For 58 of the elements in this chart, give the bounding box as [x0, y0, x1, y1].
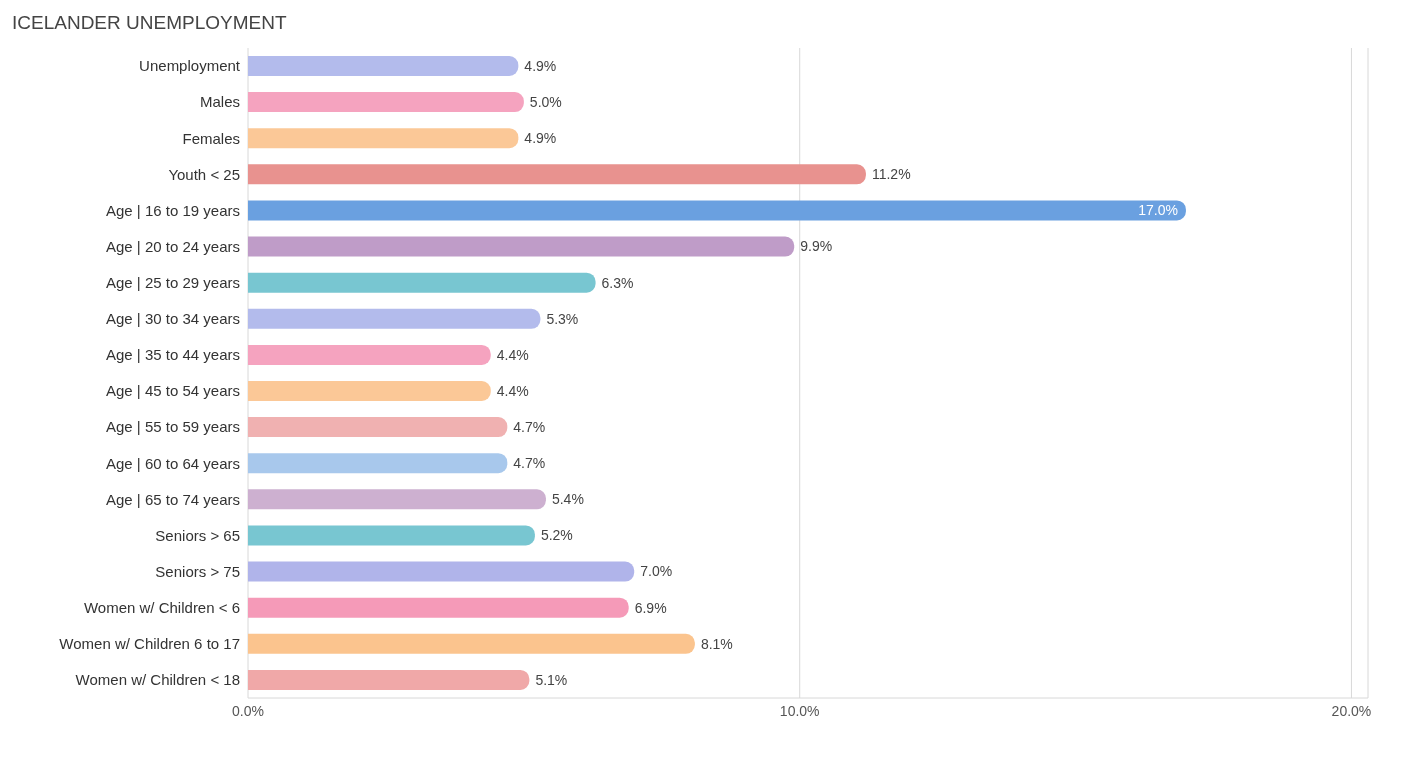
y-tick-label: Age | 60 to 64 years	[106, 454, 240, 472]
data-label: 5.2%	[540, 527, 573, 544]
y-tick-label: Age | 55 to 59 years	[106, 418, 240, 436]
data-label: 5.1%	[535, 671, 568, 688]
bar	[248, 417, 508, 438]
data-label: 5.3%	[546, 310, 579, 327]
data-label: 4.7%	[513, 455, 546, 472]
data-label: 4.7%	[513, 419, 546, 436]
y-tick-label: Age | 45 to 54 years	[106, 382, 240, 400]
y-tick-label: Seniors > 75	[155, 562, 240, 580]
y-tick-label: Women w/ Children 6 to 17	[59, 635, 240, 653]
bar	[248, 128, 519, 149]
bar	[248, 92, 524, 113]
bar	[248, 525, 535, 546]
y-tick-label: Age | 25 to 29 years	[106, 274, 240, 292]
bar	[248, 381, 491, 401]
bar	[248, 164, 866, 185]
y-tick-label: Youth < 25	[168, 165, 240, 183]
bar	[248, 669, 530, 690]
bar	[248, 272, 596, 293]
bar	[248, 56, 519, 76]
chart-title: ICELANDER UNEMPLOYMENT	[12, 12, 288, 34]
bar	[248, 344, 491, 365]
data-label: 17.0%	[1138, 202, 1178, 219]
data-label: 6.9%	[634, 599, 667, 616]
data-label: 5.0%	[529, 94, 562, 111]
bar	[248, 453, 508, 474]
y-tick-label: Males	[199, 93, 240, 111]
y-tick-label: Age | 16 to 19 years	[106, 201, 240, 219]
y-tick-label: Women w/ Children < 6	[83, 599, 240, 617]
data-label: 9.9%	[800, 238, 833, 255]
data-label: 4.4%	[496, 382, 529, 399]
y-tick-label: Women w/ Children < 18	[75, 671, 240, 689]
bar	[248, 633, 695, 654]
y-tick-label: Age | 65 to 74 years	[106, 490, 240, 508]
data-label: 4.9%	[524, 130, 557, 147]
bar	[248, 236, 795, 257]
y-tick-label: Age | 20 to 24 years	[106, 237, 240, 255]
bar	[248, 200, 1186, 221]
y-tick-label: Age | 30 to 34 years	[106, 310, 240, 328]
bar	[248, 561, 635, 582]
x-tick-label: 10.0%	[779, 702, 820, 719]
y-tick-label: Females	[182, 129, 240, 147]
y-tick-label: Unemployment	[139, 57, 241, 75]
data-label: 6.3%	[601, 274, 634, 291]
data-label: 8.1%	[700, 635, 733, 652]
bar	[248, 489, 546, 510]
y-tick-label: Age | 35 to 44 years	[106, 346, 240, 364]
data-label: 5.4%	[551, 491, 584, 508]
x-tick-label: 20.0%	[1331, 702, 1372, 719]
data-label: 4.4%	[496, 346, 529, 363]
data-label: 7.0%	[640, 563, 673, 580]
y-tick-label: Seniors > 65	[155, 526, 240, 544]
bar	[248, 597, 629, 618]
bar	[248, 308, 541, 329]
data-label: 11.2%	[871, 166, 911, 183]
data-label: 4.9%	[524, 57, 557, 74]
x-tick-label: 0.0%	[232, 702, 264, 719]
